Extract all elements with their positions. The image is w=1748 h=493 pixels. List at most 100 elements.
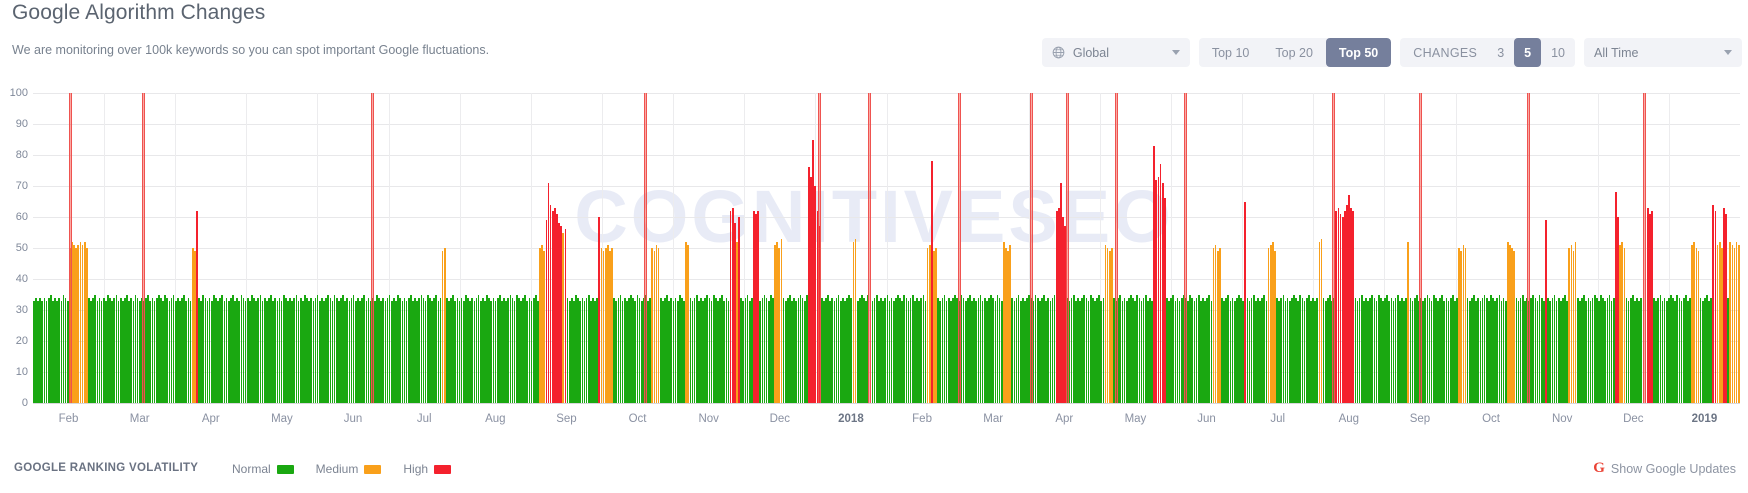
volatility-bar[interactable] [306, 297, 308, 403]
volatility-bar[interactable] [1322, 297, 1325, 403]
volatility-bar[interactable] [928, 244, 931, 403]
volatility-bar[interactable] [509, 294, 512, 403]
volatility-bar[interactable] [1405, 297, 1408, 403]
volatility-bar[interactable] [740, 297, 743, 403]
volatility-bar[interactable] [1674, 300, 1677, 403]
volatility-bar[interactable] [1170, 297, 1172, 403]
volatility-bar[interactable] [1420, 297, 1422, 403]
volatility-bar[interactable] [1435, 297, 1437, 403]
volatility-bar[interactable] [706, 294, 709, 403]
volatility-bar[interactable] [185, 300, 188, 403]
volatility-bar[interactable] [691, 300, 694, 403]
volatility-bar[interactable] [645, 294, 647, 403]
volatility-bar[interactable] [873, 297, 876, 403]
volatility-bar[interactable] [1295, 297, 1297, 403]
volatility-bar[interactable] [613, 297, 615, 403]
volatility-bar[interactable] [956, 297, 959, 403]
volatility-bar[interactable] [77, 244, 80, 403]
volatility-bar[interactable] [33, 300, 35, 403]
google-update-marker[interactable] [68, 93, 72, 403]
volatility-bar[interactable] [1523, 300, 1526, 403]
volatility-bar[interactable] [941, 297, 944, 403]
volatility-bar[interactable] [1271, 241, 1274, 403]
volatility-bar[interactable] [1077, 297, 1079, 403]
volatility-bar[interactable] [321, 297, 323, 403]
volatility-bar[interactable] [149, 300, 152, 403]
volatility-bar[interactable] [210, 300, 213, 403]
volatility-bar[interactable] [1615, 192, 1617, 403]
volatility-bar[interactable] [1070, 297, 1073, 403]
volatility-bar[interactable] [359, 300, 361, 403]
volatility-bar[interactable] [839, 300, 842, 403]
volatility-bar[interactable] [1343, 210, 1346, 403]
volatility-bar[interactable] [1087, 300, 1090, 403]
volatility-bar[interactable] [369, 300, 372, 403]
volatility-bar[interactable] [1045, 300, 1048, 403]
volatility-bar[interactable] [1324, 300, 1327, 403]
volatility-bar[interactable] [168, 300, 171, 403]
volatility-bar[interactable] [380, 300, 383, 403]
volatility-bar[interactable] [1475, 300, 1477, 403]
volatility-bar[interactable] [151, 297, 154, 403]
volatility-bar[interactable] [498, 294, 501, 403]
volatility-bar[interactable] [105, 300, 107, 403]
volatility-bar[interactable] [1180, 297, 1183, 403]
volatility-bar[interactable] [479, 300, 482, 403]
google-update-marker[interactable] [1065, 93, 1069, 403]
volatility-bar[interactable] [1477, 297, 1480, 403]
volatility-bar[interactable] [596, 297, 599, 403]
volatility-bar[interactable] [704, 297, 707, 403]
volatility-bar[interactable] [115, 294, 118, 403]
volatility-bar[interactable] [717, 300, 719, 403]
volatility-bar[interactable] [604, 248, 607, 403]
volatility-bar[interactable] [259, 294, 262, 403]
volatility-bar[interactable] [462, 300, 465, 403]
volatility-bar[interactable] [1055, 210, 1058, 403]
volatility-bar[interactable] [587, 294, 590, 403]
volatility-bar[interactable] [1337, 207, 1340, 403]
volatility-bar[interactable] [1460, 251, 1463, 403]
volatility-bar[interactable] [1106, 248, 1109, 403]
volatility-bar[interactable] [1038, 300, 1041, 403]
volatility-bar[interactable] [678, 294, 681, 403]
volatility-bar[interactable] [1564, 294, 1566, 403]
volatility-bar[interactable] [1557, 297, 1560, 403]
volatility-bar[interactable] [424, 300, 427, 403]
volatility-bar[interactable] [1074, 300, 1077, 403]
volatility-bar[interactable] [1341, 217, 1344, 403]
volatility-bar[interactable] [858, 297, 861, 403]
volatility-bar[interactable] [1687, 300, 1689, 403]
volatility-bar[interactable] [659, 297, 662, 403]
volatility-bar[interactable] [1570, 244, 1573, 403]
volatility-bar[interactable] [346, 297, 349, 403]
volatility-bar[interactable] [501, 300, 503, 403]
volatility-bar[interactable] [564, 229, 567, 403]
volatility-bar[interactable] [992, 297, 995, 403]
volatility-bar[interactable] [1009, 244, 1012, 403]
volatility-bar[interactable] [1720, 248, 1723, 403]
volatility-bar[interactable] [384, 300, 387, 403]
google-update-marker[interactable] [1115, 93, 1119, 403]
volatility-bar[interactable] [166, 297, 169, 403]
volatility-bar[interactable] [1134, 300, 1136, 403]
volatility-bar[interactable] [1585, 300, 1588, 403]
volatility-bar[interactable] [914, 300, 916, 403]
volatility-bar[interactable] [265, 300, 268, 403]
volatility-bar[interactable] [1519, 297, 1522, 403]
volatility-bar[interactable] [481, 297, 484, 403]
volatility-bar[interactable] [75, 248, 78, 403]
volatility-bar[interactable] [1665, 300, 1668, 403]
volatility-bar[interactable] [490, 300, 493, 403]
volatility-bar[interactable] [570, 297, 573, 403]
volatility-bar[interactable] [1316, 297, 1319, 403]
volatility-bar[interactable] [96, 300, 99, 403]
volatility-bar[interactable] [1485, 297, 1488, 403]
volatility-bar[interactable] [1174, 300, 1177, 403]
volatility-bar[interactable] [1257, 297, 1259, 403]
volatility-bar[interactable] [1060, 182, 1062, 403]
volatility-bar[interactable] [49, 294, 52, 403]
google-update-marker[interactable] [1642, 93, 1646, 403]
volatility-bar[interactable] [407, 297, 410, 403]
volatility-bar[interactable] [246, 297, 249, 403]
volatility-bar[interactable] [522, 297, 524, 403]
